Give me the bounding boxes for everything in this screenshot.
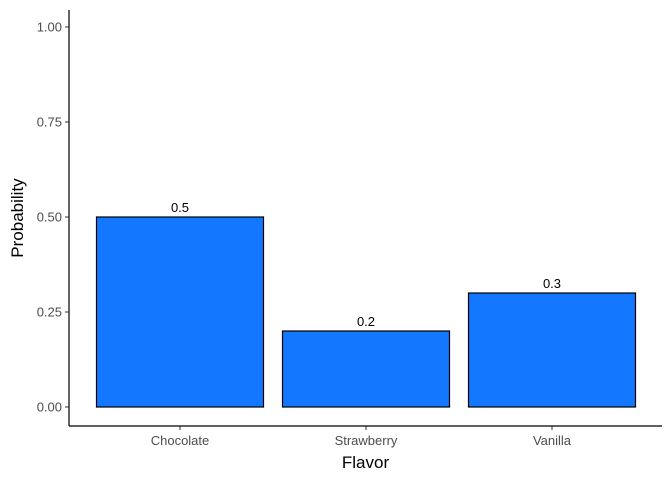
data-label: 0.3: [543, 276, 561, 291]
data-label: 0.2: [357, 314, 375, 329]
bar-chocolate: [95, 216, 265, 408]
x-axis-title: Flavor: [342, 453, 390, 472]
data-label: 0.5: [171, 200, 189, 215]
data-labels: 0.5 0.2 0.3: [171, 200, 561, 329]
x-tick-label: Chocolate: [151, 433, 210, 448]
y-tick-label: 0.50: [37, 210, 62, 225]
y-tick-label: 0.25: [37, 305, 62, 320]
x-tick-label: Vanilla: [533, 433, 572, 448]
bar-strawberry: [281, 330, 451, 408]
y-axis-ticks: 0.00 0.25 0.50 0.75 1.00: [37, 20, 69, 415]
x-tick-label: Strawberry: [335, 433, 398, 448]
y-tick-label: 1.00: [37, 20, 62, 35]
y-tick-label: 0.00: [37, 400, 62, 415]
x-axis-ticks: Chocolate Strawberry Vanilla: [151, 426, 572, 448]
y-tick-label: 0.75: [37, 115, 62, 130]
y-axis-title: Probability: [8, 178, 27, 258]
bar-vanilla: [467, 292, 637, 408]
bars: [95, 216, 637, 408]
